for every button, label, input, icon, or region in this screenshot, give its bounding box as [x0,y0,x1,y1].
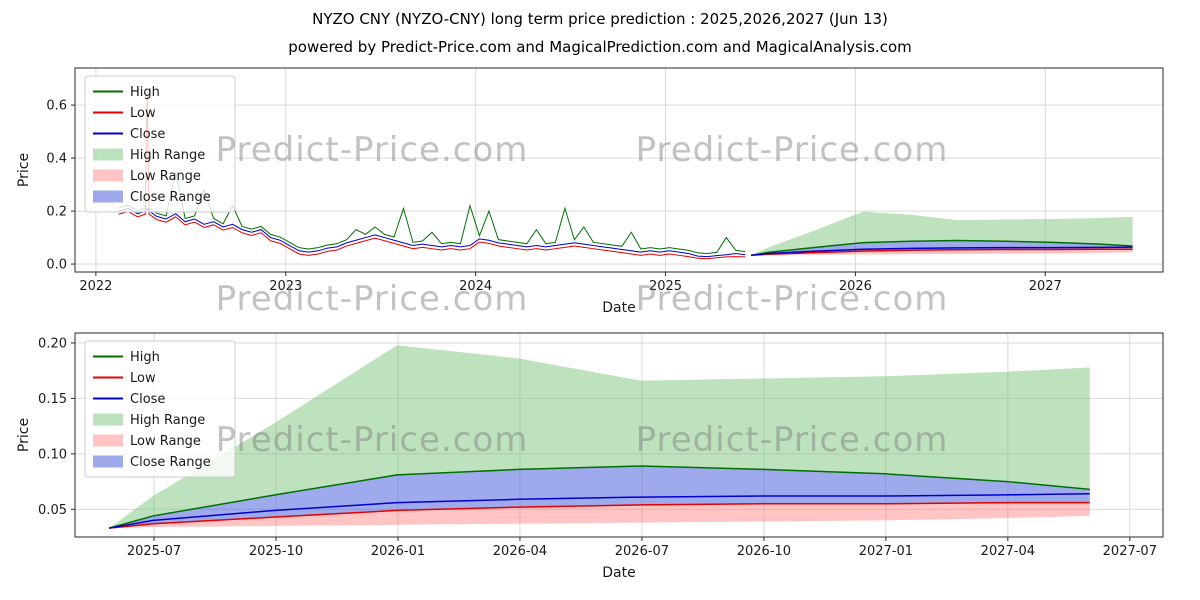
x-tick-label: 2026-10 [737,544,791,559]
low-range-band [109,502,1090,529]
legend-label-high: High [130,350,160,365]
x-axis-label: Date [602,565,635,581]
high-range-band [750,211,1133,256]
x-tick-label: 2027-04 [981,544,1035,559]
legend-label-close-range: Close Range [130,190,211,205]
page-subtitle: powered by Predict-Price.com and Magical… [288,38,912,56]
legend-label-low: Low [130,106,156,121]
legend-label-low: Low [130,371,156,386]
legend-label-close: Close [130,127,165,142]
y-tick-label: 0.05 [38,503,67,518]
forecast-close-line [109,493,1090,529]
x-axis-label: Date [602,300,635,316]
y-tick-label: 0.10 [38,447,67,462]
x-tick-label: 2025-07 [127,544,181,559]
x-tick-label: 2026-04 [493,544,547,559]
y-axis-label: Price [16,418,32,452]
plot-area [75,68,1163,272]
forecast-high-line [108,465,1090,529]
y-tick-label: 0.4 [46,152,67,167]
legend-label-close: Close [130,392,165,407]
forecast-high-line [750,239,1133,257]
high-range-band [109,345,1090,529]
y-tick-label: 0.6 [46,99,67,114]
long-term-chart: 2022 2023 2024 2025 2026 2027 0.0 0.2 0.4 0.6 Date… [16,67,1164,316]
legend-swatch-high-range [93,413,123,426]
plot-border [74,332,1164,538]
low-range-band [750,249,1133,256]
legend-label-high-range: High Range [130,148,205,163]
x-tick-label: 2027 [1029,279,1062,294]
x-tick-label: 2027-07 [1103,544,1157,559]
x-tick-label: 2025-10 [249,544,303,559]
y-tick-label: 0.2 [46,205,67,220]
legend-swatch-close-range [93,190,123,203]
legend-label-low-range: Low Range [130,169,201,184]
history-close-line [118,207,746,258]
x-tick-label: 2026-07 [615,544,669,559]
plot-border [74,67,1164,273]
legend-label-close-range: Close Range [130,455,211,470]
forecast-low-line [109,501,1090,529]
legend-swatch-close-range [93,455,123,468]
forecast-detail-chart: 2025-07 2025-10 2026-01 2026-04 2026-07 2026-… [16,332,1164,581]
x-tick-label: 2027-01 [859,544,913,559]
legend-box [84,340,236,478]
legend: High Low Close High Range Low Range Close Ran… [84,340,236,478]
legend: High Low Close High Range Low Range Close Ran… [84,75,236,213]
x-tick-label: 2025 [649,279,682,294]
forecast-close-line [750,246,1133,257]
legend-swatch-low-range [93,169,123,182]
forecast-low-line [750,248,1133,257]
x-tick-label: 2024 [459,279,492,294]
legend-swatch-low-range [93,434,123,447]
x-tick-label: 2023 [269,279,302,294]
legend-box [84,75,236,213]
y-axis-label: Price [16,153,32,187]
legend-swatch-high-range [93,148,123,161]
legend-label-high: High [130,85,160,100]
y-tick-label: 0.0 [46,258,67,273]
history-low-line [118,91,746,260]
page-title: NYZO CNY (NYZO-CNY) long term price pred… [312,10,888,28]
x-tick-label: 2026-01 [371,544,425,559]
x-tick-label: 2022 [79,279,112,294]
y-tick-label: 0.20 [38,336,67,351]
y-tick-label: 0.15 [38,392,67,407]
legend-label-low-range: Low Range [130,434,201,449]
legend-label-high-range: High Range [130,413,205,428]
x-tick-label: 2026 [839,279,872,294]
